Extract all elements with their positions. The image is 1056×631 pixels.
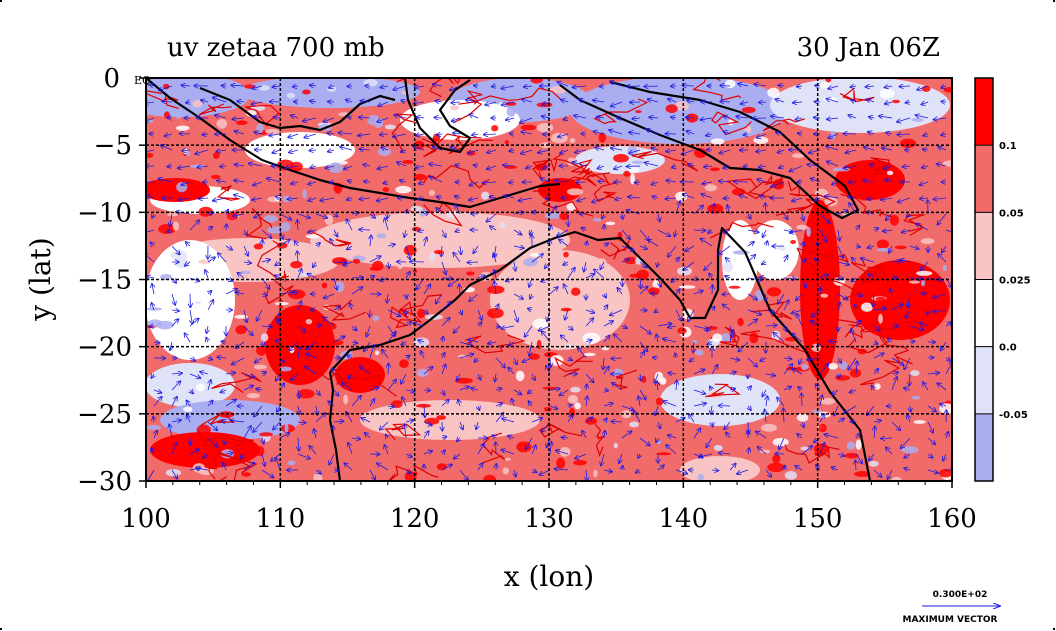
colorbar-band — [975, 145, 993, 213]
chart-date: 30 Jan 06Z — [797, 33, 940, 63]
colorbar-label: 0.05 — [999, 208, 1024, 219]
colorbar-band — [975, 212, 993, 280]
x-tick-label: 110 — [256, 504, 306, 534]
y-tick-label: −25 — [77, 400, 132, 430]
colorbar-label: -0.05 — [999, 410, 1028, 421]
y-tick-label: 0 — [103, 64, 120, 94]
chart-title: uv zetaa 700 mb — [167, 33, 385, 63]
x-tick-label: 130 — [524, 504, 574, 534]
colorbar: 0.1 0.05 0.025 0.0 -0.05 — [974, 77, 1031, 482]
y-tick-label: −15 — [77, 266, 132, 296]
colorbar-band — [975, 346, 993, 414]
equator-label: EQ — [134, 74, 151, 87]
x-tick-label: 100 — [121, 504, 171, 534]
x-tick-label: 150 — [793, 504, 843, 534]
x-tick-label: 120 — [390, 504, 440, 534]
colorbar-band — [975, 279, 993, 347]
x-axis-label: x (lon) — [504, 560, 594, 593]
grid-lines — [146, 78, 952, 481]
wind-vectors — [146, 81, 952, 481]
vector-legend: 0.300E+02 MAXIMUM VECTOR — [902, 590, 1000, 625]
y-tick-label: −10 — [77, 198, 132, 228]
coastlines — [146, 78, 872, 481]
y-tick-label: −30 — [77, 467, 132, 497]
y-tick-label: −5 — [94, 131, 132, 161]
x-axis: 100 110 120 130 140 150 160 — [121, 481, 977, 534]
x-tick-label: 140 — [659, 504, 709, 534]
colorbar-label: 0.0 — [999, 343, 1017, 354]
y-axis: 0 EQ −5 −10 −15 −20 −25 −30 — [77, 64, 151, 497]
x-tick-label: 160 — [927, 504, 977, 534]
colorbar-label: 0.1 — [999, 141, 1017, 152]
vector-legend-caption: MAXIMUM VECTOR — [902, 615, 997, 625]
plot-area — [146, 78, 952, 481]
colorbar-band — [975, 78, 993, 146]
colorbar-band — [975, 413, 993, 481]
vector-legend-value: 0.300E+02 — [933, 590, 988, 600]
colorbar-label: 0.025 — [999, 276, 1031, 287]
y-tick-label: −20 — [77, 333, 132, 363]
y-axis-label: y (lat) — [24, 237, 57, 321]
